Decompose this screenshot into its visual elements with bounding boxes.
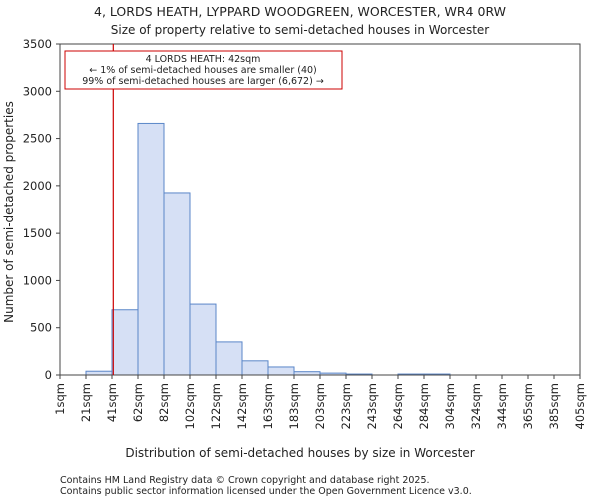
x-tick-label: 163sqm — [261, 383, 275, 429]
x-axis-ticks: 1sqm 21sqm 41sqm 62sqm 82sqm 102sqm 122sqm 142s… — [53, 375, 587, 429]
annotation-line-3: 99% of semi-detached houses are larger (… — [82, 76, 324, 87]
x-tick-label: 41sqm — [105, 383, 119, 422]
x-tick-label: 284sqm — [417, 383, 431, 429]
x-axis-label: Distribution of semi-detached houses by … — [125, 446, 474, 460]
x-tick-label: 365sqm — [521, 383, 535, 429]
chart-subtitle: Size of property relative to semi-detach… — [111, 23, 490, 37]
annotation-box: 4 LORDS HEATH: 42sqm ← 1% of semi-detach… — [64, 50, 343, 90]
y-tick-label: 3000 — [23, 84, 52, 98]
x-tick-label: 122sqm — [209, 383, 223, 429]
x-tick-label: 183sqm — [287, 383, 301, 429]
bars-group — [85, 122, 451, 376]
histogram-bar — [267, 366, 295, 376]
histogram-bar — [189, 303, 217, 376]
annotation-line-2: ← 1% of semi-detached houses are smaller… — [89, 65, 317, 76]
x-tick-label: 82sqm — [157, 383, 171, 422]
footer-line-2: Contains public sector information licen… — [60, 486, 472, 497]
y-axis-label: Number of semi-detached properties — [2, 101, 16, 323]
x-tick-label: 223sqm — [339, 383, 353, 429]
chart-title: 4, LORDS HEATH, LYPPARD WOODGREEN, WORCE… — [94, 4, 506, 19]
x-tick-label: 21sqm — [79, 383, 93, 422]
x-tick-label: 405sqm — [573, 383, 587, 429]
histogram-bar — [163, 192, 191, 376]
x-tick-label: 344sqm — [495, 383, 509, 429]
y-tick-label: 2000 — [23, 179, 52, 193]
x-tick-label: 304sqm — [443, 383, 457, 429]
annotation-line-1: 4 LORDS HEATH: 42sqm — [146, 54, 261, 65]
x-tick-label: 243sqm — [365, 383, 379, 429]
histogram-bar — [85, 370, 113, 376]
x-tick-label: 264sqm — [391, 383, 405, 429]
y-axis-ticks: 0 500 1000 1500 2000 2500 3000 3500 — [23, 37, 60, 382]
y-tick-label: 0 — [45, 368, 52, 382]
x-tick-label: 385sqm — [547, 383, 561, 429]
footer-line-1: Contains HM Land Registry data © Crown c… — [60, 475, 430, 486]
x-tick-label: 1sqm — [53, 383, 67, 415]
y-tick-label: 3500 — [23, 37, 52, 51]
x-tick-label: 102sqm — [183, 383, 197, 429]
x-tick-label: 324sqm — [469, 383, 483, 429]
y-tick-label: 1000 — [23, 273, 52, 287]
histogram-bar — [241, 360, 269, 376]
histogram-bar — [111, 309, 139, 376]
plot-frame — [59, 43, 581, 376]
histogram-bar — [137, 122, 165, 376]
y-tick-label: 500 — [30, 321, 52, 335]
x-tick-label: 62sqm — [131, 383, 145, 422]
y-tick-label: 1500 — [23, 226, 52, 240]
y-tick-label: 2500 — [23, 132, 52, 146]
x-tick-label: 203sqm — [313, 383, 327, 429]
x-tick-label: 142sqm — [235, 383, 249, 429]
histogram-bar — [215, 341, 243, 376]
